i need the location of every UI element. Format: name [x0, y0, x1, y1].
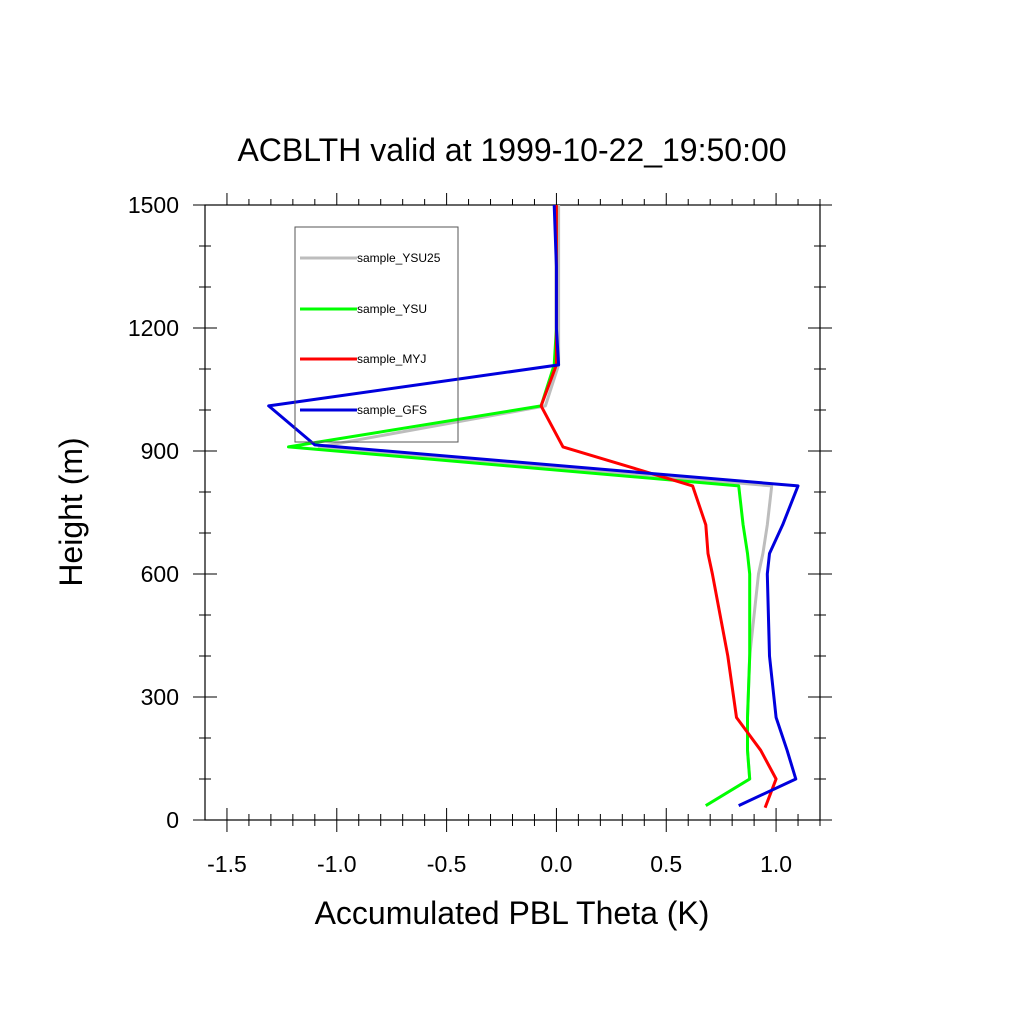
y-tick-label: 600 — [141, 561, 179, 587]
axis-ticks — [193, 193, 832, 832]
legend-label: sample_GFS — [357, 403, 427, 417]
y-tick-label: 900 — [141, 438, 179, 464]
plot-frame — [204, 204, 821, 821]
y-axis-label: Height (m) — [53, 437, 89, 586]
legend-label: sample_YSU — [357, 302, 427, 316]
x-tick-label: -0.5 — [427, 851, 467, 877]
legend-label: sample_YSU25 — [357, 251, 441, 265]
series-line-sample_GFS — [267, 204, 800, 807]
legend-box — [294, 226, 459, 443]
y-tick-label: 0 — [166, 807, 179, 833]
series-lines — [267, 204, 800, 809]
y-tick-label: 1200 — [128, 315, 179, 341]
legend: sample_YSU25 sample_YSU sample_MYJ sample_G… — [294, 226, 459, 443]
series-line-sample_YSU — [287, 205, 752, 807]
series-line-sample_YSU25 — [317, 205, 774, 807]
x-tick-label: -1.5 — [207, 851, 247, 877]
x-tick-label: 1.0 — [760, 851, 792, 877]
chart-title: ACBLTH valid at 1999-10-22_19:50:00 — [237, 132, 786, 168]
y-tick-label: 1500 — [128, 192, 179, 218]
y-tick-label: 300 — [141, 684, 179, 710]
x-tick-label: 0.0 — [540, 851, 572, 877]
axis-tick-labels: -1.5 -1.0 -0.5 0.0 0.5 1.0 0 300 600 900 1200 1500 — [128, 192, 792, 877]
x-axis-label: Accumulated PBL Theta (K) — [315, 895, 710, 931]
legend-label: sample_MYJ — [357, 352, 426, 366]
x-tick-label: 0.5 — [650, 851, 682, 877]
x-tick-label: -1.0 — [317, 851, 357, 877]
